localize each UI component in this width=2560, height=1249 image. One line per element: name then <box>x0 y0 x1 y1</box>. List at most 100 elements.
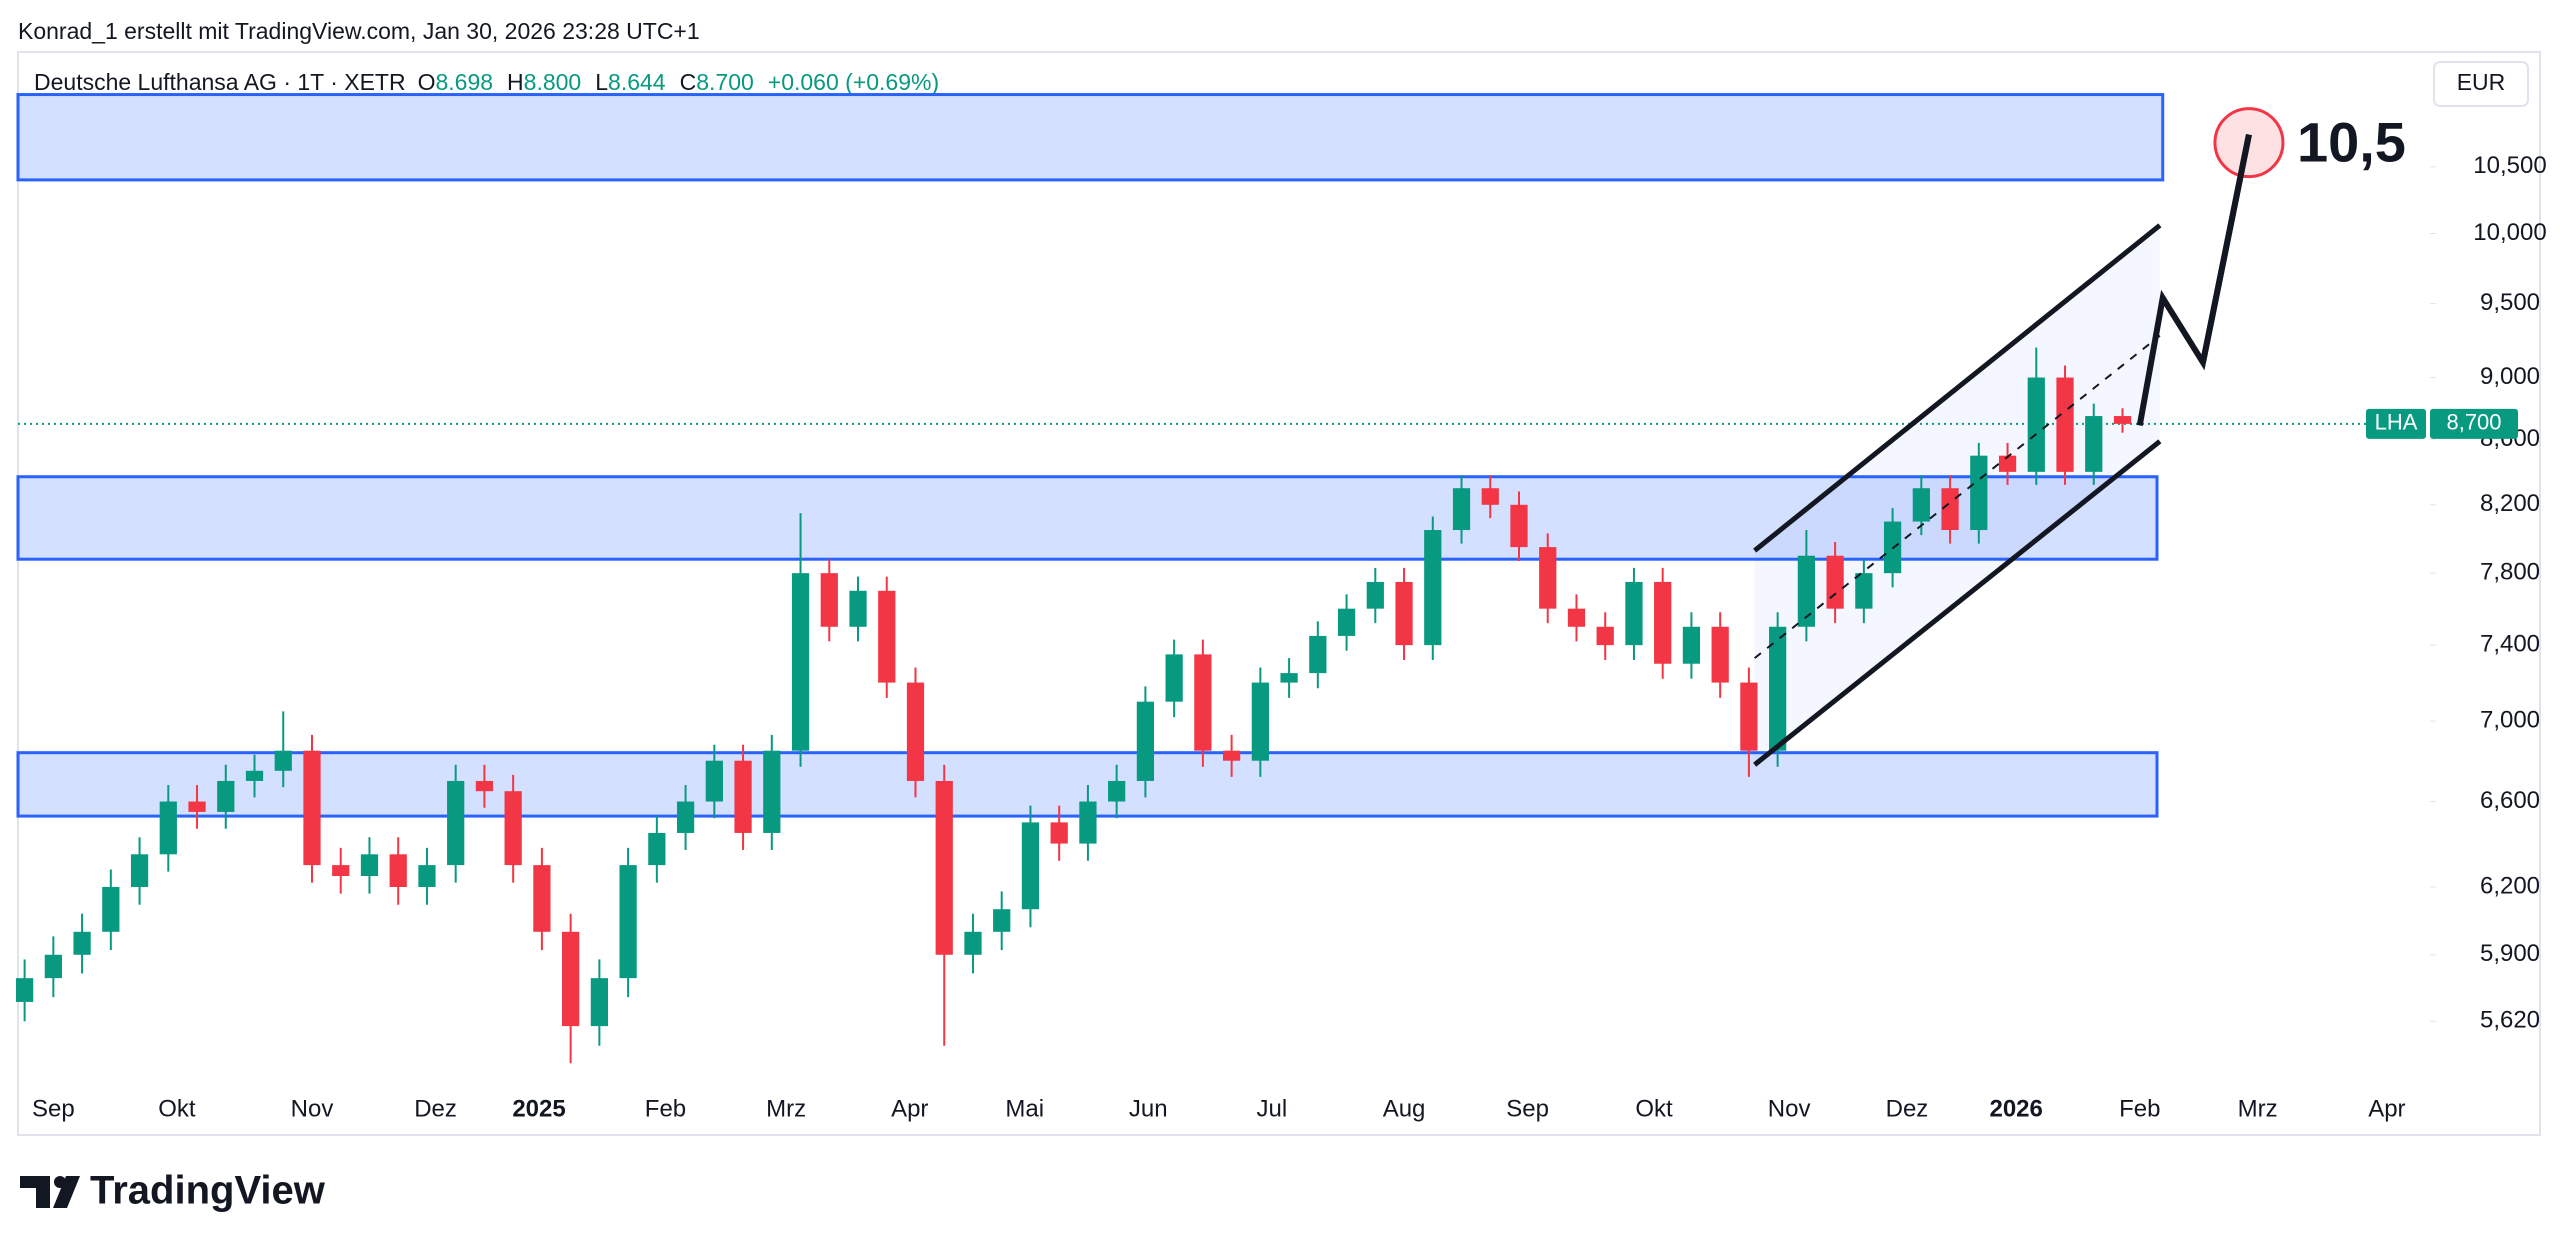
candle-body <box>447 780 465 866</box>
channel-line <box>1753 223 2162 553</box>
candle-body <box>1912 488 1930 522</box>
candle-body <box>2085 416 2103 472</box>
candle-body <box>188 801 206 812</box>
candle-body <box>878 590 896 683</box>
candle-body <box>1222 750 1241 761</box>
y-tick-label: 6,200 <box>2480 872 2540 899</box>
channel-line <box>1753 439 2162 767</box>
candle-body <box>1280 673 1298 683</box>
candle-body <box>993 909 1011 932</box>
candle-body <box>1998 455 2017 472</box>
candle-body <box>1079 801 1097 844</box>
candle-body <box>1481 488 1499 505</box>
candle-body <box>791 573 810 751</box>
candle-body <box>1625 581 1643 646</box>
y-tick-label: 10,500 <box>2473 152 2546 179</box>
candle-body <box>332 865 350 877</box>
x-tick-label: Feb <box>2119 1095 2160 1122</box>
y-tick-label: 9,500 <box>2480 289 2540 316</box>
logo-mark <box>20 1176 50 1208</box>
ohlc-value: 8.644 <box>608 69 666 95</box>
candle-body <box>1108 780 1126 802</box>
candle-body <box>245 770 264 781</box>
candle-body <box>389 854 407 887</box>
candle-body <box>2113 416 2132 424</box>
currency: EUR <box>2457 69 2506 95</box>
x-tick-label: Apr <box>2368 1095 2405 1122</box>
candle-body <box>676 801 695 833</box>
y-tick-label: 10,000 <box>2473 219 2546 246</box>
candle-body <box>1711 626 1729 683</box>
x-tick-label: Dez <box>414 1095 457 1122</box>
candle-body <box>763 750 781 833</box>
candle-body <box>44 954 62 979</box>
x-tick-label: Sep <box>1506 1095 1549 1122</box>
ohlc-key: C <box>680 69 697 95</box>
y-tick-label: 8,200 <box>2480 490 2540 517</box>
candle-body <box>1740 682 1758 751</box>
x-tick-label: Okt <box>158 1095 196 1122</box>
y-tick-label: 5,900 <box>2480 940 2540 967</box>
x-tick-label: Mai <box>1005 1095 1044 1122</box>
chart-header: Deutsche Lufthansa AG · 1T · XETR O8.698 H… <box>34 69 939 95</box>
x-tick-label: 2026 <box>1989 1095 2042 1122</box>
candle-body <box>1539 547 1557 609</box>
candle-body <box>1194 654 1212 751</box>
candle-body <box>1826 555 1844 609</box>
projection-tip <box>2200 134 2252 364</box>
ohlc-key: O <box>418 69 436 95</box>
candle-body <box>648 832 666 866</box>
candle-body <box>1337 608 1356 636</box>
candle-body <box>303 750 321 866</box>
y-tick-label: 9,000 <box>2480 363 2540 390</box>
x-tick-label: Aug <box>1383 1095 1426 1122</box>
x-tick-label: Nov <box>1768 1095 1811 1122</box>
candle-body <box>504 791 522 866</box>
candle-body <box>734 760 752 833</box>
y-tick-label: 7,400 <box>2480 630 2540 657</box>
x-tick-label: Okt <box>1635 1095 1673 1122</box>
candle-body <box>820 573 838 627</box>
y-tick-label: 6,600 <box>2480 787 2540 814</box>
candle-body <box>935 780 953 955</box>
x-tick-label: Jul <box>1257 1095 1288 1122</box>
x-tick-label: Apr <box>891 1095 928 1122</box>
candle-body <box>619 865 637 979</box>
candle-body <box>590 978 608 1027</box>
brand-logo: TradingView <box>20 1169 326 1213</box>
symbol-label: LHA <box>2375 410 2418 435</box>
candle-body <box>159 801 177 855</box>
ohlc-value: 8.698 <box>435 69 493 95</box>
candle-body <box>533 865 551 932</box>
caption: Konrad_1 erstellt mit TradingView.com, J… <box>18 18 700 44</box>
candle-body <box>1395 581 1413 646</box>
candle-body <box>102 886 120 932</box>
logo-mark <box>53 1176 80 1208</box>
candle-body <box>964 931 982 955</box>
candle-body <box>849 590 867 627</box>
candle-body <box>1309 635 1327 674</box>
brand: TradingView <box>90 1169 326 1213</box>
candle-body <box>1596 626 1614 646</box>
candle-body <box>217 780 235 812</box>
currency-box[interactable] <box>2433 61 2529 107</box>
candle-body <box>1855 573 1873 609</box>
ohlc-key: H <box>507 69 524 95</box>
ohlc-value: 8.700 <box>696 69 754 95</box>
candle-body <box>2056 377 2074 472</box>
candle-body <box>130 854 149 887</box>
price-badge <box>2430 408 2518 439</box>
candle-body <box>1682 626 1701 664</box>
candle-body <box>1050 822 1068 844</box>
target-label: 10,5 <box>2297 110 2406 173</box>
chart-title: Deutsche Lufthansa AG · 1T · XETR <box>34 69 406 95</box>
candle-body <box>15 978 34 1002</box>
x-tick-label: Sep <box>32 1095 75 1122</box>
candle-body <box>360 854 379 877</box>
candle-body <box>1424 530 1442 646</box>
candle-body <box>1021 822 1040 910</box>
y-tick-label: 7,000 <box>2480 706 2540 733</box>
candle-body <box>562 931 580 1027</box>
candle-body <box>1769 626 1787 751</box>
chart-frame <box>17 51 2541 1136</box>
